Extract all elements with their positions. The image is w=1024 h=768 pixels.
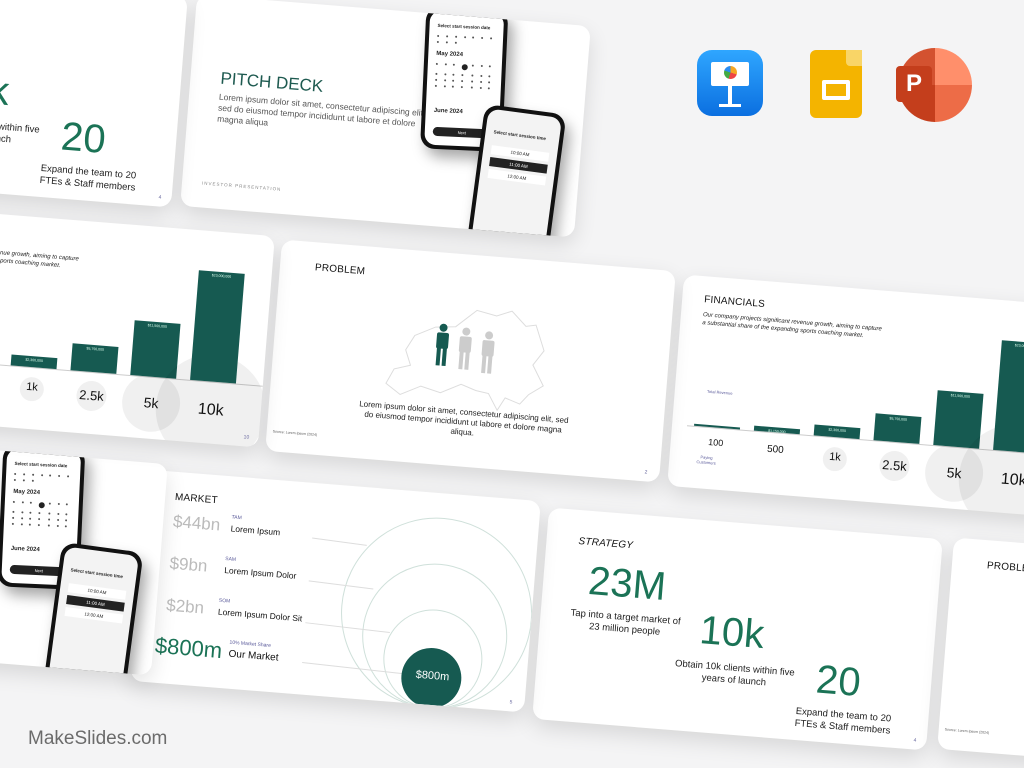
slide-market: MARKET $800m $44bn TAM Lorem Ipsum $9bn … — [130, 469, 541, 713]
stat-text: Expand the team to 20 FTEs & Staff membe… — [39, 162, 137, 194]
calendar-heading: Select start session date — [14, 460, 68, 469]
revenue-bar: $5,750,000 — [70, 342, 119, 374]
time-heading: Select start session time — [70, 567, 124, 580]
revenue-bar — [694, 423, 741, 430]
calendar-grid — [11, 500, 71, 528]
customer-count: 10k — [1000, 470, 1024, 490]
slide-financials: FINANCIALS Our company projects signific… — [667, 274, 1024, 518]
revenue-bar-label: $23,000,000 — [1014, 343, 1024, 349]
calendar-heading: Select start session date — [437, 22, 491, 31]
slide-financials: FINANCIALS Our company projects signific… — [0, 204, 275, 448]
revenue-bar: $2,300,000 — [10, 354, 58, 370]
revenue-bar-label: $2,300,000 — [25, 357, 44, 363]
stat-value: 20 — [814, 657, 863, 705]
revenue-bar-label: $11,500,000 — [950, 393, 971, 399]
slide-title: PROBLEM — [986, 560, 1024, 576]
source-note: Source: Lorem Ipsum (2024) — [272, 429, 318, 437]
customer-count: 100 — [707, 436, 724, 449]
page-number: 2 — [644, 469, 648, 476]
revenue-chart: 100 $1,150,000 500 $2,300,000 1k $5,750,000 2.… — [667, 275, 1024, 518]
calendar-grid — [436, 34, 495, 46]
revenue-bar: $23,000,000 — [993, 340, 1024, 454]
person-icon-highlighted — [435, 323, 450, 367]
page-number: 4 — [158, 194, 162, 201]
customer-count: 10k — [197, 400, 225, 420]
stat-value: 20 — [59, 114, 108, 162]
slide-problem: PROBLEM Lorem ipsum dolor sit amet, cons… — [265, 239, 676, 483]
market-label: TAM — [231, 514, 242, 522]
revenue-bar: $1,150,000 — [753, 425, 801, 435]
people-icons — [435, 323, 495, 374]
calendar-month: May 2024 — [13, 488, 41, 497]
customer-count: 1k — [25, 380, 39, 394]
stat-value: 10k — [698, 608, 766, 658]
market-circles — [302, 517, 533, 709]
stat-text: Obtain 10k clients within five years of … — [0, 115, 41, 146]
page-number: 4 — [913, 737, 917, 744]
brand-watermark: MakeSlides.com — [28, 728, 168, 749]
stat-value: 23M — [586, 558, 668, 610]
market-value: $44bn — [172, 511, 221, 535]
person-icon — [458, 327, 472, 370]
market-label: SAM — [224, 556, 237, 563]
slide-strategy: STRATEGY 23M Tap into a target market of… — [532, 507, 943, 751]
market-bubble — [401, 647, 462, 708]
stat-text: Tap into a target market of 23 million p… — [570, 607, 682, 638]
customer-count: 2.5k — [881, 457, 908, 474]
page-number: 10 — [243, 434, 250, 441]
revenue-bar: $5,750,000 — [873, 412, 922, 444]
slide-pitch-deck: PITCH DECK Lorem ipsum dolor sit amet, c… — [0, 432, 168, 676]
stat-text: Obtain 10k clients within five years of … — [674, 658, 796, 689]
google-slides-app-icon[interactable] — [810, 50, 862, 118]
revenue-bar: $23,000,000 — [190, 270, 245, 384]
stat-value: 10k — [0, 65, 11, 115]
market-value: $9bn — [168, 553, 209, 576]
market-value: $2bn — [165, 595, 205, 618]
slide-pitch-deck: PITCH DECK Lorem ipsum dolor sit amet, c… — [180, 0, 591, 238]
calendar-month: June 2024 — [10, 545, 40, 554]
revenue-chart: 100$1,150,000500$2,300,0001k$5,750,0002.… — [0, 205, 275, 448]
slide-title: STRATEGY — [578, 535, 634, 552]
customer-count: 1k — [828, 450, 842, 464]
revenue-bar-label: $1,150,000 — [767, 428, 786, 434]
person-icon — [481, 331, 495, 374]
page-number: 5 — [509, 699, 513, 706]
calendar-grid — [434, 62, 494, 90]
revenue-bar: $2,300,000 — [813, 424, 861, 440]
stat-text: Expand the team to 20 FTEs & Staff membe… — [794, 705, 892, 737]
revenue-bar-label: $23,000,000 — [211, 273, 232, 279]
revenue-bar-label — [694, 426, 740, 430]
slide-footer: INVESTOR PRESENTATION — [201, 180, 282, 192]
market-value: $800m — [154, 632, 224, 664]
source-note: Source: Lorem Ipsum (2024) — [944, 727, 990, 735]
calendar-month: May 2024 — [436, 50, 464, 59]
revenue-bar-label: $11,500,000 — [147, 323, 168, 329]
time-heading: Select start session time — [493, 129, 547, 142]
keynote-app-icon[interactable] — [697, 50, 763, 116]
revenue-bar-label: $2,300,000 — [828, 427, 847, 433]
calendar-grid — [13, 472, 72, 484]
revenue-bar-label: $5,750,000 — [86, 345, 105, 352]
revenue-bar-label: $5,750,000 — [889, 415, 908, 422]
map-outline — [385, 309, 545, 412]
slide-problem: PROBLEM Lorem ipsum dolor sit amet, cons… — [937, 537, 1024, 768]
market-label: SOM — [218, 597, 231, 605]
calendar-month: June 2024 — [433, 107, 463, 116]
slide-body: Lorem ipsum dolor sit amet, consectetur … — [216, 91, 426, 129]
slide-strategy: STRATEGY 23M Tap into a target market of… — [0, 0, 188, 208]
customer-count: 500 — [766, 443, 785, 457]
powerpoint-app-icon[interactable]: P — [896, 48, 972, 122]
customer-count: 2.5k — [78, 387, 105, 404]
slide-title: PROBLEM — [314, 262, 366, 278]
